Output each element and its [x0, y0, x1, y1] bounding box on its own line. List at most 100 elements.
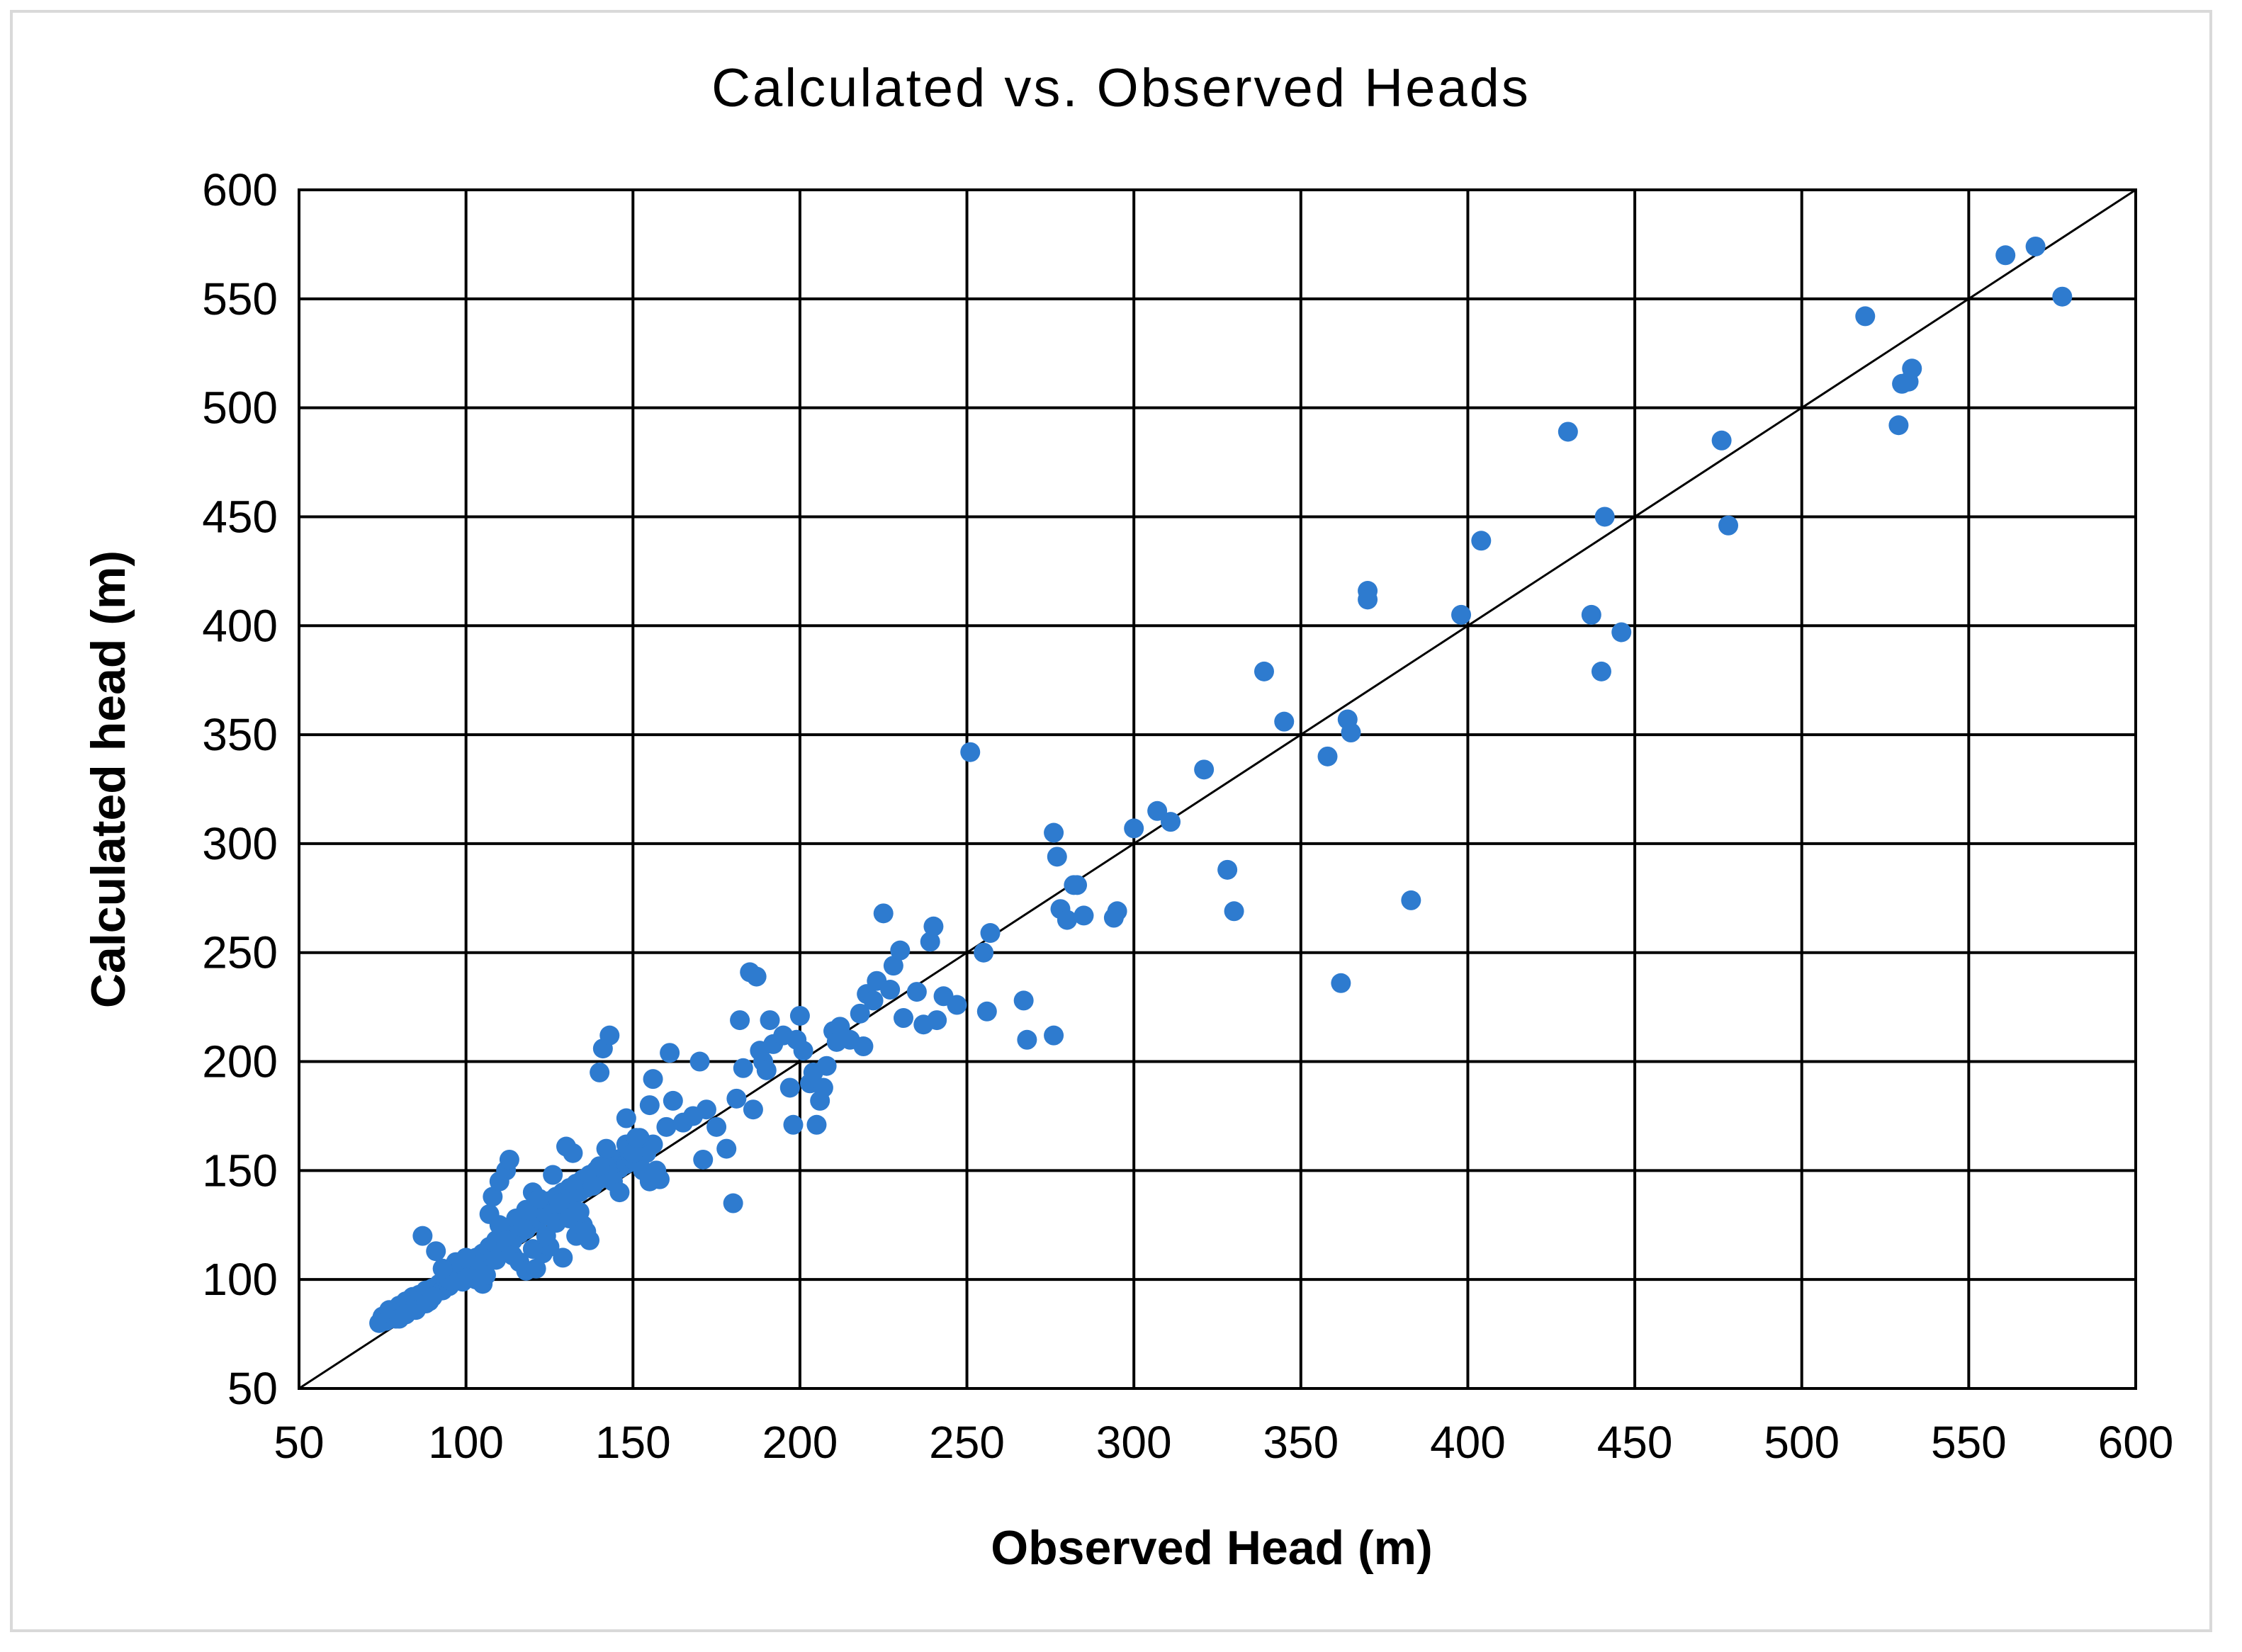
data-point — [512, 1217, 533, 1238]
y-tick-label: 100 — [202, 1254, 278, 1305]
data-point — [927, 1010, 947, 1031]
data-point — [779, 1077, 800, 1098]
data-point — [1888, 415, 1909, 436]
y-axis-tick-labels: 50 100 150 200 250 300 350 400 450 500 550 600 — [202, 164, 278, 1414]
data-point — [475, 1265, 496, 1286]
data-point — [569, 1201, 590, 1222]
plot-area-border — [298, 188, 2137, 1390]
data-point — [1161, 812, 1181, 832]
data-point — [1074, 905, 1094, 926]
data-point — [543, 1165, 563, 1185]
y-tick-label: 150 — [202, 1145, 278, 1196]
data-point — [563, 1143, 583, 1163]
data-point — [853, 1036, 874, 1057]
x-tick-label: 250 — [929, 1417, 1005, 1468]
y-axis-title: Calculated head (m) — [81, 550, 135, 1008]
y-tick-label: 250 — [202, 927, 278, 978]
data-points — [369, 236, 2073, 1333]
data-point — [486, 1250, 507, 1270]
data-point — [1044, 1025, 1064, 1046]
x-tick-label: 400 — [1430, 1417, 1506, 1468]
data-point — [516, 1199, 536, 1220]
chart-title: Calculated vs. Observed Heads — [711, 58, 1531, 118]
data-point — [1057, 910, 1077, 930]
data-point — [806, 1114, 827, 1135]
data-point — [756, 1060, 777, 1080]
data-point — [906, 982, 927, 1002]
data-point — [1341, 723, 1361, 743]
data-point — [1902, 358, 1922, 379]
data-point — [663, 1090, 683, 1111]
data-point — [890, 940, 911, 961]
data-point — [723, 1193, 743, 1213]
data-point — [1317, 746, 1338, 766]
y-tick-label: 600 — [202, 164, 278, 215]
data-point — [1711, 430, 1732, 451]
data-point — [743, 1099, 763, 1120]
data-point — [1611, 622, 1632, 643]
data-point — [412, 1226, 433, 1246]
data-point — [813, 1077, 833, 1098]
data-point — [696, 1099, 716, 1120]
data-point — [1331, 973, 1351, 993]
one-to-one-reference-line — [298, 188, 2136, 1390]
data-point — [1107, 901, 1127, 922]
data-point — [609, 1182, 630, 1203]
data-point — [1594, 507, 1615, 527]
x-tick-label: 50 — [274, 1417, 324, 1468]
data-point — [432, 1258, 453, 1279]
data-point — [816, 1056, 837, 1076]
data-point — [1217, 859, 1238, 880]
data-point — [452, 1272, 473, 1292]
data-point — [1995, 245, 2016, 266]
data-point — [793, 1041, 813, 1061]
data-point — [422, 1286, 443, 1307]
data-point — [489, 1215, 509, 1235]
chart-frame — [10, 10, 2212, 1632]
data-point — [880, 980, 901, 1000]
data-point — [1013, 990, 1034, 1011]
data-point — [1224, 901, 1244, 922]
data-point — [760, 1010, 780, 1031]
data-point — [894, 1008, 914, 1029]
y-tick-label: 350 — [202, 709, 278, 760]
data-point — [726, 1088, 747, 1109]
data-point — [1358, 589, 1378, 610]
data-point — [1017, 1029, 1037, 1050]
x-tick-label: 150 — [595, 1417, 671, 1468]
data-point — [1557, 422, 1578, 442]
data-point — [1147, 800, 1168, 821]
data-point — [746, 966, 767, 987]
data-point — [529, 1189, 550, 1209]
data-point — [1718, 515, 1739, 536]
data-point — [522, 1239, 543, 1260]
data-point — [596, 1138, 616, 1159]
data-point — [733, 1058, 753, 1078]
data-point — [576, 1221, 597, 1242]
y-tick-label: 450 — [202, 491, 278, 542]
data-point — [716, 1138, 737, 1159]
data-point — [923, 916, 944, 937]
x-tick-label: 500 — [1764, 1417, 1840, 1468]
data-point — [649, 1169, 670, 1189]
data-point — [582, 1175, 603, 1196]
data-point — [730, 1010, 750, 1031]
data-point — [960, 742, 981, 762]
data-point — [456, 1248, 476, 1268]
x-tick-label: 350 — [1263, 1417, 1339, 1468]
x-tick-label: 550 — [1931, 1417, 2007, 1468]
y-tick-label: 50 — [227, 1363, 278, 1414]
data-point — [1047, 847, 1067, 867]
data-point — [976, 1001, 997, 1022]
data-point — [1274, 711, 1295, 732]
y-tick-label: 500 — [202, 383, 278, 434]
data-point — [1254, 661, 1274, 681]
data-point — [850, 1003, 870, 1024]
data-point — [526, 1258, 546, 1279]
data-point — [1067, 875, 1088, 895]
data-point — [863, 990, 884, 1011]
data-point — [783, 1114, 804, 1135]
data-point — [590, 1062, 610, 1082]
data-point — [920, 932, 940, 952]
